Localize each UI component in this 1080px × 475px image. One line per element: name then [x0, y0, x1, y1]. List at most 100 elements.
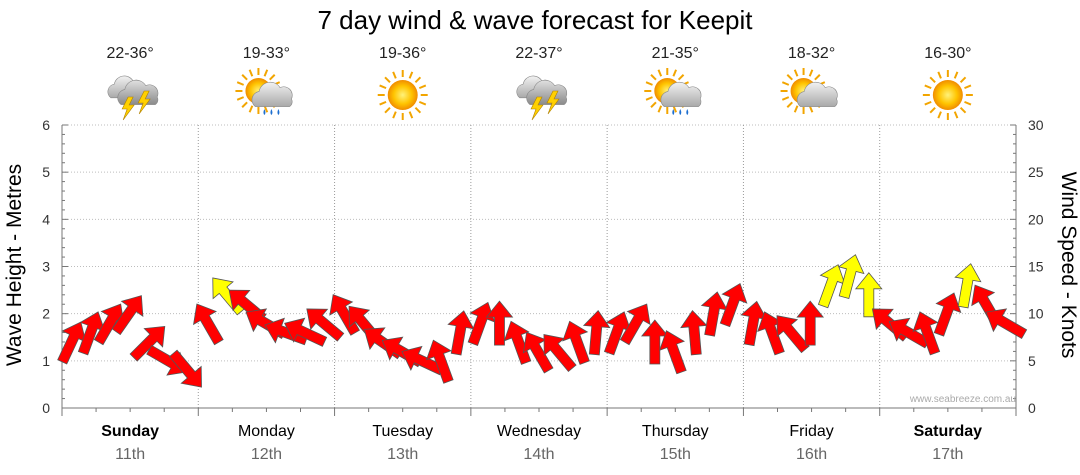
sun-icon	[377, 70, 428, 120]
sun-ray	[414, 107, 422, 114]
sun-ray	[418, 100, 427, 106]
wind-arrow-shape	[562, 320, 590, 365]
wind-arrow-shape	[619, 303, 651, 346]
wind-arrow-shape	[447, 310, 475, 356]
left-tick-label: 0	[42, 400, 50, 416]
sun-ray	[379, 84, 387, 90]
sun-ray	[236, 96, 245, 101]
sun-ray	[392, 71, 397, 79]
wind-arrow-shape	[719, 282, 748, 328]
wind-arrow-shape	[284, 317, 328, 347]
wind-arrow-shape	[193, 303, 224, 346]
cloud-shape	[796, 81, 838, 107]
rain-drop	[679, 109, 682, 115]
day-date-label: 15th	[660, 446, 691, 463]
wind-arrow	[284, 317, 328, 347]
day-date-label: 12th	[251, 446, 282, 463]
temperature-label: 22-36°	[106, 45, 153, 62]
lightning-bolt	[137, 90, 151, 115]
sun-ray	[408, 111, 414, 119]
sun-ray	[408, 71, 414, 79]
wind-arrow	[680, 309, 708, 356]
rain-drop	[277, 109, 280, 115]
sun-ray	[418, 84, 427, 90]
sun-ray	[248, 69, 254, 77]
sun-ray	[269, 74, 276, 81]
right-tick-label: 5	[1028, 353, 1036, 369]
sun-ray	[645, 96, 653, 101]
sun-ray	[786, 74, 793, 81]
wind-arrow-shape	[306, 308, 345, 342]
wind-arrow-shape	[933, 292, 962, 337]
sun-ray	[672, 69, 678, 77]
lightning-bolt	[121, 96, 135, 121]
temperature-label: 19-36°	[379, 45, 426, 62]
day-name-label: Saturday	[914, 423, 983, 440]
wind-arrow-shape	[796, 300, 825, 346]
wind-arrow	[837, 254, 865, 299]
wind-arrow	[168, 349, 202, 388]
wind-arrow-shape	[659, 330, 687, 375]
wind-arrow-shape	[912, 311, 941, 356]
wind-arrow-shape	[582, 309, 611, 356]
wind-arrow-shape	[467, 301, 496, 346]
wind-arrow-shape	[168, 349, 202, 388]
sun-ray	[937, 71, 942, 79]
wind-arrow-shape	[776, 315, 810, 354]
left-axis-ticks: 0 1 2 3 4 5 6	[42, 117, 50, 416]
day-date-label: 14th	[523, 446, 554, 463]
sun-ray	[414, 76, 422, 83]
sun-ray	[677, 74, 685, 81]
temperature-labels: 22-36° 19-33° 19-36° 22-37° 21-35° 18-32° 16-3…	[106, 45, 971, 62]
wind-arrow	[129, 325, 166, 362]
sun-ray	[953, 111, 959, 119]
day-date-label: 16th	[796, 446, 827, 463]
sun-cloud-icon	[780, 68, 838, 114]
sun-ray	[964, 100, 972, 106]
left-tick-label: 2	[42, 306, 50, 322]
temperature-label: 22-37°	[515, 45, 562, 62]
lightning-bolt	[546, 90, 560, 115]
right-tick-label: 30	[1028, 117, 1044, 133]
wind-arrow	[954, 263, 982, 309]
sun-ray	[953, 71, 959, 79]
temperature-label: 16-30°	[924, 45, 971, 62]
left-tick-label: 1	[42, 353, 50, 369]
sun-ray	[384, 107, 391, 114]
sun-ray	[808, 69, 814, 77]
sun-ray	[657, 69, 663, 77]
wind-arrow	[582, 309, 611, 356]
sun-cloud-rain-icon	[235, 68, 293, 115]
left-tick-label: 3	[42, 259, 50, 275]
wind-arrow-shape	[264, 317, 309, 346]
wind-arrow	[467, 301, 496, 346]
wind-arrow	[306, 308, 345, 342]
grid-lines	[62, 124, 1016, 409]
sun-ray	[929, 107, 936, 114]
y-axis-right-label: Wind Speed - Knots	[1057, 172, 1080, 359]
wind-arrow-shape	[425, 339, 454, 384]
chart-title: 7 day wind & wave forecast for Keepit	[317, 5, 753, 35]
wind-arrow-shape	[680, 309, 708, 356]
right-tick-label: 20	[1028, 211, 1044, 227]
day-name-label: Sunday	[101, 423, 159, 440]
wind-arrow	[933, 292, 962, 337]
sun-ray	[964, 84, 972, 90]
y-axis-left-label: Wave Height - Metres	[3, 164, 26, 366]
lightning-bolt	[530, 96, 544, 121]
wind-arrow-shape	[954, 263, 982, 309]
wind-arrow-shape	[985, 308, 1028, 339]
sun-disc	[387, 80, 418, 110]
sun-ray	[814, 74, 821, 81]
wind-arrow	[796, 300, 825, 346]
sun-ray	[924, 84, 932, 90]
wind-arrow	[719, 282, 748, 328]
sun-ray	[241, 74, 248, 81]
rain-drop	[263, 109, 266, 115]
sun-icon	[922, 70, 973, 120]
sun-ray	[786, 101, 793, 108]
left-tick-label: 6	[42, 117, 50, 133]
day-name-label: Thursday	[642, 423, 709, 440]
wind-arrow	[619, 303, 651, 346]
